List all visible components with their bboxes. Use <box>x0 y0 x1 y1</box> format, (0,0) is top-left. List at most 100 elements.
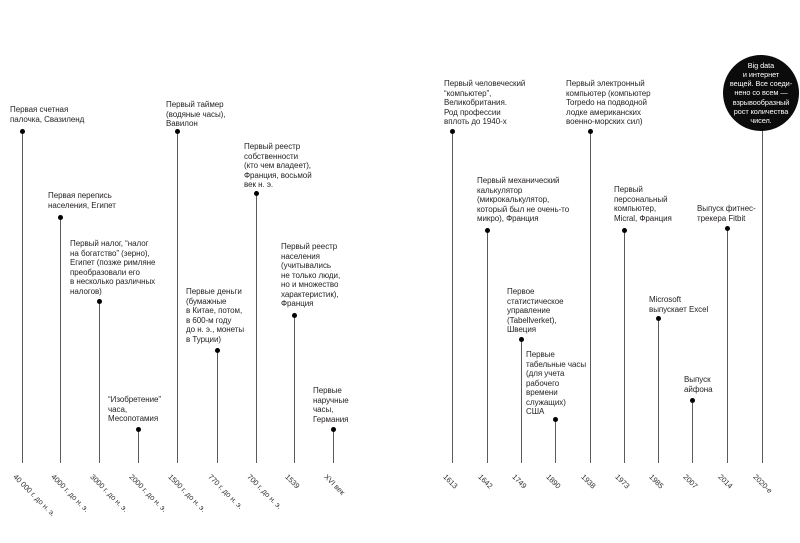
event-dot <box>690 397 695 403</box>
bigdata-bubble-line: нено со всем — <box>734 88 788 98</box>
event-annotation: Первый человеческий “компьютер”, Великобри… <box>444 79 525 127</box>
event-annotation-line: Первое <box>507 287 535 296</box>
event-annotation: Первые табельные часы (для учета рабочего вр… <box>526 350 586 417</box>
bigdata-bubble-line: вещей. Все соеди- <box>729 79 793 89</box>
event-stem <box>487 230 488 463</box>
event-annotation-line: управление <box>507 306 551 315</box>
event-annotation-line: лодке американских <box>566 107 641 117</box>
event-dot <box>97 298 102 304</box>
date-label: 4000 г. до н. э. <box>49 472 91 514</box>
event-annotation-line: Выпуск фитнес- <box>697 204 756 213</box>
event-annotation: Первая счетная палочка, Свазиленд <box>10 105 84 124</box>
event-dot <box>553 416 558 422</box>
event-dot <box>485 227 490 233</box>
event-stem <box>624 230 625 463</box>
event-annotation-line: (для учета <box>526 369 565 378</box>
event-annotation-line: Вавилон <box>166 119 198 128</box>
event-annotation: Первый реестр населения (учитывались не тол… <box>281 242 340 309</box>
event-stem <box>22 131 23 463</box>
event-annotation-line: населения <box>281 251 320 261</box>
date-label: 2014 <box>716 472 735 491</box>
event-annotation-line: Первый реестр <box>281 242 338 251</box>
event-annotation-line: табельные часы <box>526 359 587 369</box>
event-dot <box>622 227 627 233</box>
bigdata-bubble-line: чисел. <box>750 116 772 125</box>
event-annotation: Первый механический калькулятор (микрокаль… <box>477 176 569 224</box>
date-label: 2000 г. до н. э. <box>127 472 169 514</box>
event-annotation-line: служащих) <box>526 397 566 407</box>
bigdata-bubble-line: и интернет <box>742 69 780 79</box>
event-dot <box>136 426 141 432</box>
event-annotation-line: в Турции) <box>186 334 222 344</box>
event-dot <box>656 315 661 321</box>
event-annotation-line: в Китае, потом, <box>186 306 243 315</box>
date-label: 1539 <box>283 472 302 491</box>
event-annotation-line: Первые <box>313 386 342 395</box>
event-stem <box>452 131 453 463</box>
event-annotation-line: Род профессии <box>444 107 501 117</box>
event-annotation-line: Первый <box>614 185 643 194</box>
date-label: 1500 г. до н. э. <box>166 472 208 514</box>
date-label: 2007 <box>681 472 700 491</box>
event-annotation-line: век н. э. <box>244 180 274 189</box>
event-dot <box>254 190 259 196</box>
event-annotation-line: компьютер (компьютер <box>566 88 651 98</box>
event-stem <box>727 228 728 463</box>
event-annotation-line: палочка, Свазиленд <box>10 114 85 124</box>
event-annotation-line: калькулятор <box>477 185 523 195</box>
event-dot <box>588 128 593 134</box>
event-annotation-line: Египет (позже римляне <box>70 258 156 267</box>
event-annotation: Первый персональный компьютер, Micral, Фран… <box>614 185 672 223</box>
event-annotation-line: до н. э., монеты <box>186 325 245 334</box>
event-annotation: Выпуск айфона <box>684 375 713 394</box>
event-annotation: Первые деньги (бумажные в Китае, потом, в 6… <box>186 287 244 344</box>
date-label: XVI век <box>322 472 347 497</box>
event-annotation-line: налогов) <box>70 286 102 296</box>
event-annotation-line: собственности <box>244 151 299 161</box>
event-annotation: Первый электронный компьютер (компьютер To… <box>566 79 651 127</box>
event-annotation-line: который был не очень-то <box>477 204 570 214</box>
event-annotation-line: рабочего <box>526 378 560 388</box>
event-annotation-line: трекера Fitbit <box>697 213 746 223</box>
bigdata-bubble: Big data и интернет вещей. Все соеди-нено … <box>723 55 799 131</box>
event-annotation-line: Великобритания. <box>444 98 507 107</box>
event-dot <box>519 336 524 342</box>
event-annotation: Первые наручные часы, Германия <box>313 386 349 424</box>
event-annotation-line: (Tabellverket), <box>507 315 557 325</box>
date-label: 770 г. до н. э. <box>206 472 245 511</box>
event-annotation-line: часы, <box>313 405 334 414</box>
date-label: 1749 <box>510 472 529 491</box>
date-label: 1642 <box>476 472 495 491</box>
event-annotation-line: не только люди, <box>281 270 341 280</box>
event-annotation-line: (бумажные <box>186 296 227 306</box>
event-annotation-line: военно-морских сил) <box>566 117 643 126</box>
event-annotation-line: статистическое <box>507 296 564 306</box>
event-annotation-line: Месопотамия <box>108 414 159 423</box>
event-annotation-line: микро), Франция <box>477 214 539 223</box>
event-annotation-line: персональный <box>614 194 668 204</box>
event-annotation-line: преобразовали его <box>70 267 140 277</box>
event-annotation-line: Франция, восьмой <box>244 170 312 180</box>
event-annotation-line: характеристик), <box>281 289 339 299</box>
event-dot <box>175 128 180 134</box>
event-annotation-line: в 600-м году <box>186 315 232 325</box>
event-stem <box>555 419 556 463</box>
event-annotation: Первое статистическое управление (Tabellver… <box>507 287 564 335</box>
event-annotation: Первая перепись населения, Египет <box>48 191 116 210</box>
event-dot <box>331 426 336 432</box>
event-stem <box>60 217 61 463</box>
event-annotation-line: выпускает Excel <box>649 304 709 314</box>
event-annotation-line: “Изобретение” <box>108 395 162 404</box>
event-annotation-line: на богатство” (зерно), <box>70 248 150 258</box>
event-dot <box>58 214 63 220</box>
event-annotation-line: Первая перепись <box>48 191 112 200</box>
event-stem <box>217 350 218 463</box>
event-stem <box>99 301 100 463</box>
event-annotation: Microsoft выпускает Excel <box>649 295 708 314</box>
event-stem <box>333 429 334 463</box>
event-annotation-line: Первые <box>526 350 555 359</box>
event-annotation-line: Micral, Франция <box>614 213 672 223</box>
event-annotation-line: Torpedo на подводной <box>566 98 647 107</box>
bigdata-bubble-line: Big data <box>747 60 775 70</box>
